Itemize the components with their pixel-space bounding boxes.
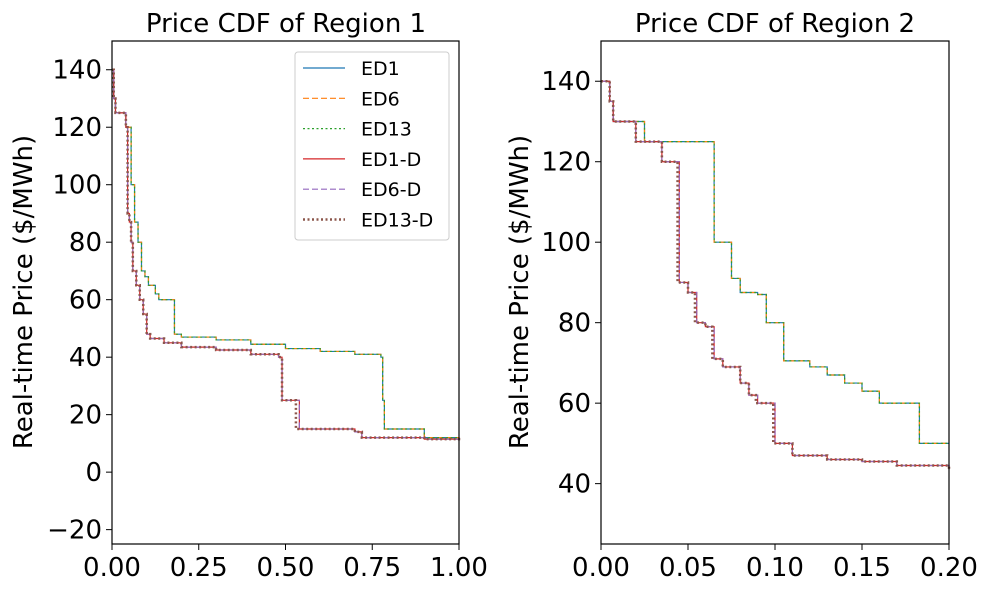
series-line-ed1 <box>601 80 949 444</box>
series-line-ed6-d <box>601 80 950 470</box>
y-tick-label: 20 <box>69 401 102 431</box>
x-tick-label: 0.00 <box>83 553 141 583</box>
legend-label-ed6-d: ED6-D <box>361 179 421 201</box>
y-tick-label: −20 <box>47 516 102 546</box>
chart-region-2: Price CDF of Region 2 Real-time Price ($… <box>505 9 978 583</box>
x-tick-label: 0.20 <box>920 553 978 583</box>
series-line-ed6 <box>601 80 949 444</box>
y-tick-label: 0 <box>85 458 102 488</box>
legend-items: ED1 ED6 ED13 ED1-D ED6-D ED13-D <box>303 58 433 232</box>
y-tick-label: 80 <box>558 309 591 339</box>
y-tick-label: 100 <box>541 228 591 258</box>
series-line-ed13-d <box>601 79 951 470</box>
y-tick-label: 80 <box>69 228 102 258</box>
legend: ED1 ED6 ED13 ED1-D ED6-D ED13-D <box>294 51 450 241</box>
x-tick-label: 0.05 <box>659 553 717 583</box>
legend-label-ed1: ED1 <box>361 58 400 80</box>
x-tick-label: 0.50 <box>257 553 315 583</box>
y-tick-label: 120 <box>52 113 102 143</box>
legend-label-ed13: ED13 <box>361 119 412 141</box>
series-line-ed6-d <box>112 69 460 441</box>
series-layer <box>112 68 461 441</box>
y-tick-label: 100 <box>52 171 102 201</box>
chart-region-1: Price CDF of Region 1 Real-time Price ($… <box>9 9 488 583</box>
x-tick-label: 0.15 <box>833 553 891 583</box>
y-axis-label: Real-time Price ($/MWh) <box>9 135 39 449</box>
x-tick-label: 0.25 <box>170 553 228 583</box>
x-tick-label: 1.00 <box>430 553 488 583</box>
ticks-layer: 0.00 0.05 0.10 0.15 0.20 40 60 80 100 120 140 <box>541 67 978 583</box>
plot-frame <box>600 40 950 545</box>
y-axis-label: Real-time Price ($/MWh) <box>505 135 535 449</box>
series-layer <box>601 79 951 470</box>
y-tick-label: 140 <box>541 67 591 97</box>
series-line-ed13 <box>601 80 949 444</box>
legend-label-ed13-d: ED13-D <box>361 210 433 232</box>
x-tick-label: 0.10 <box>746 553 804 583</box>
y-tick-label: 60 <box>69 286 102 316</box>
legend-label-ed1-d: ED1-D <box>361 149 421 171</box>
y-tick-label: 40 <box>558 470 591 500</box>
y-tick-label: 60 <box>558 389 591 419</box>
y-tick-label: 120 <box>541 148 591 178</box>
series-line-ed13-d <box>112 68 461 441</box>
chart-title: Price CDF of Region 1 <box>146 9 426 39</box>
ticks-layer: 0.00 0.25 0.50 0.75 1.00 −20 0 20 40 60 80 100 120 14… <box>47 56 488 583</box>
series-line-ed13 <box>112 69 460 441</box>
y-tick-label: 140 <box>52 56 102 86</box>
legend-label-ed6: ED6 <box>361 88 400 110</box>
y-tick-label: 40 <box>69 343 102 373</box>
x-tick-label: 0.75 <box>343 553 401 583</box>
legend-box <box>294 51 450 241</box>
chart-title: Price CDF of Region 2 <box>635 9 915 39</box>
x-tick-label: 0.00 <box>572 553 630 583</box>
